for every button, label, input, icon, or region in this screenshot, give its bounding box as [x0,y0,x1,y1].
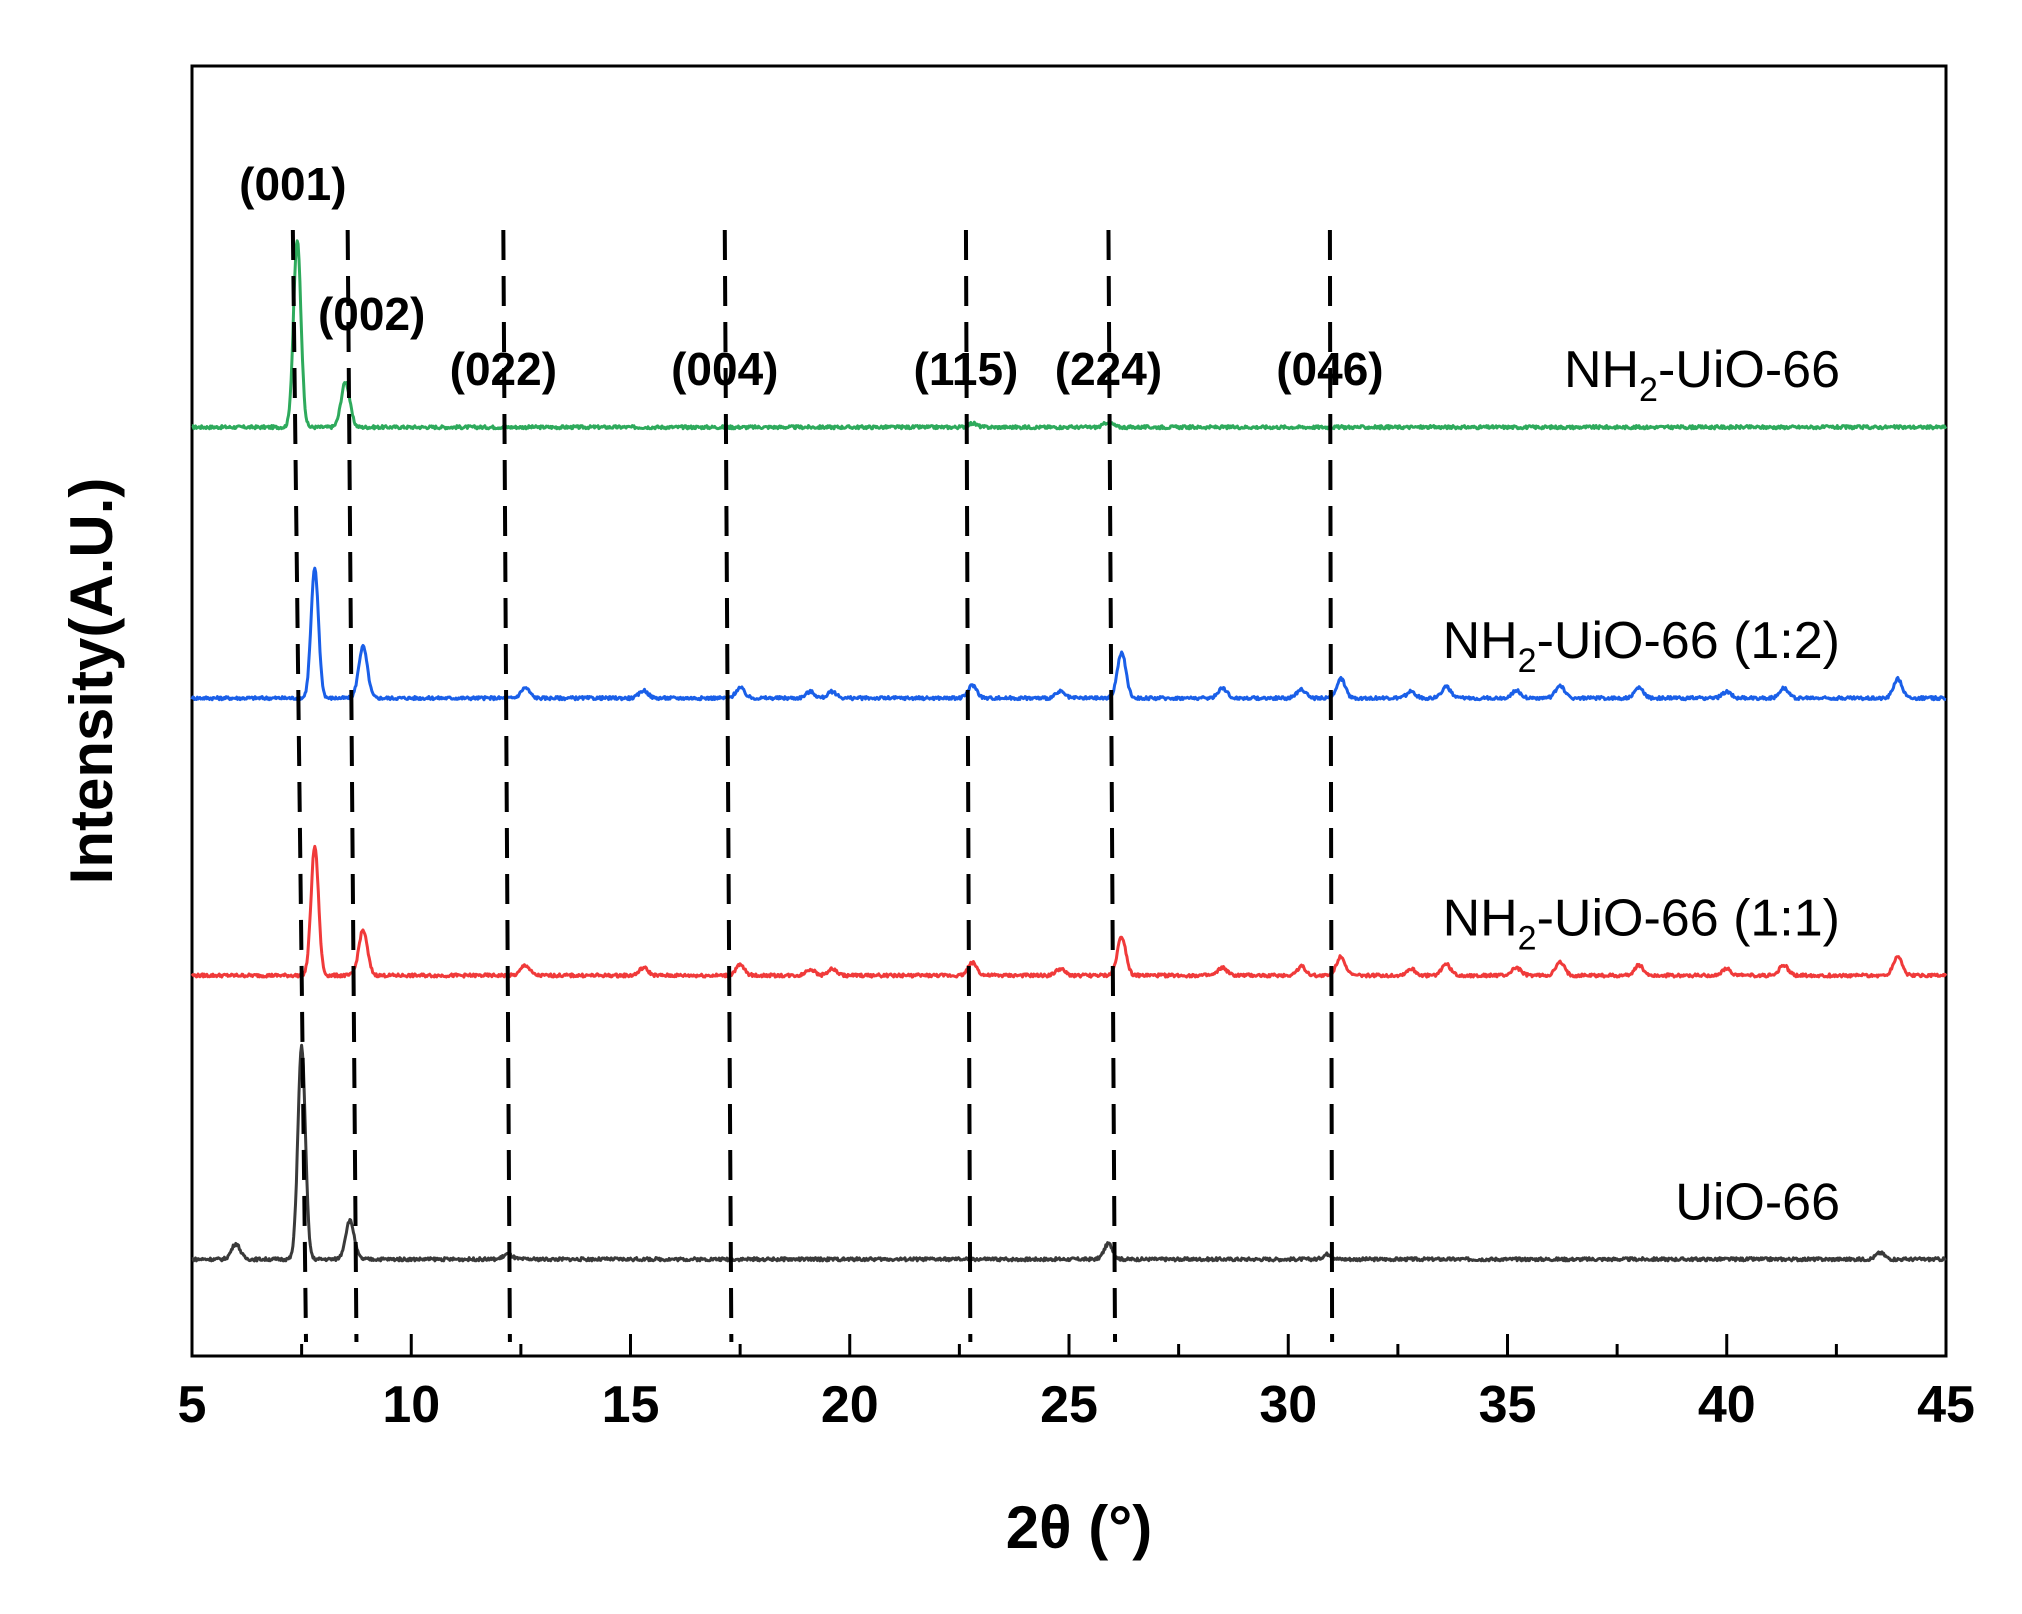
annotation-label-5: (224) [1055,343,1162,395]
annotation-layer [290,229,1335,1343]
reference-line-3 [722,229,734,1343]
labels-layer: NH2-UiO-66 NH2-UiO-66 (1:2) NH2-UiO-66 (1:… [58,158,1975,1561]
reference-line-4 [963,229,973,1343]
x-tick-label-0: 5 [178,1376,207,1434]
y-axis-label: Intensity(A.U.) [58,478,125,885]
annotation-label-1: (002) [318,288,425,340]
annotation-label-3: (004) [671,343,778,395]
x-axis-label: 2θ (°) [1006,1494,1152,1561]
reference-line-5 [1106,229,1118,1343]
x-tick-label-6: 35 [1479,1376,1537,1434]
axes-layer [190,1334,1948,1356]
x-tick-label-7: 40 [1698,1376,1756,1434]
annotation-label-4: (115) [914,343,1019,395]
annotation-label-6: (046) [1276,343,1383,395]
series-label-2: NH2-UiO-66 (1:1) [1443,889,1840,957]
series-line-0 [191,239,1948,431]
x-tick-label-1: 10 [382,1376,440,1434]
x-tick-label-4: 25 [1040,1376,1098,1434]
series-layer [190,239,1948,1263]
x-tick-label-8: 45 [1917,1376,1975,1434]
series-line-2 [190,844,1948,979]
annotation-label-0: (001) [239,158,346,210]
series-label-0: NH2-UiO-66 [1564,341,1840,409]
series-label-3: UiO-66 [1675,1173,1840,1231]
x-tick-label-3: 20 [821,1376,879,1434]
plot-frame [190,64,1948,1358]
series-line-1 [190,566,1947,702]
annotation-label-2: (022) [450,343,557,395]
plot-area [190,64,1948,1358]
reference-line-6 [1327,229,1335,1343]
series-label-1: NH2-UiO-66 (1:2) [1443,612,1840,680]
series-line-3 [191,1043,1947,1263]
x-tick-label-5: 30 [1259,1376,1317,1434]
reference-line-1 [345,229,359,1343]
x-tick-label-2: 15 [602,1376,660,1434]
reference-line-2 [501,229,512,1343]
reference-line-0 [290,229,309,1343]
